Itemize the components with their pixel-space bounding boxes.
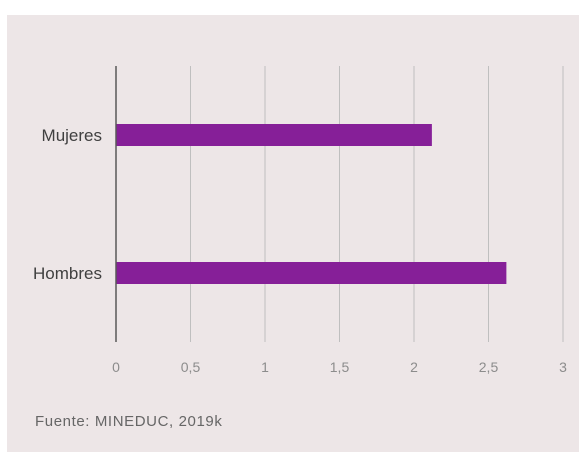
x-tick-label: 3 — [559, 359, 567, 375]
x-tick-label: 1,5 — [330, 359, 350, 375]
x-tick-label: 2,5 — [479, 359, 499, 375]
x-tick-label: 2 — [410, 359, 418, 375]
bar — [116, 124, 432, 146]
labels: 0 0,5 1 1,5 2 2,5 3 Mujeres Hombres — [33, 126, 567, 375]
category-label: Hombres — [33, 264, 102, 283]
bar — [116, 262, 507, 284]
source-note: Fuente: MINEDUC, 2019k — [35, 413, 223, 430]
category-label: Mujeres — [42, 126, 102, 145]
bars — [116, 124, 507, 284]
gridlines — [190, 66, 564, 342]
chart-panel — [7, 15, 579, 452]
x-tick-label: 0,5 — [181, 359, 201, 375]
x-tick-label: 0 — [112, 359, 120, 375]
x-tick-label: 1 — [261, 359, 269, 375]
